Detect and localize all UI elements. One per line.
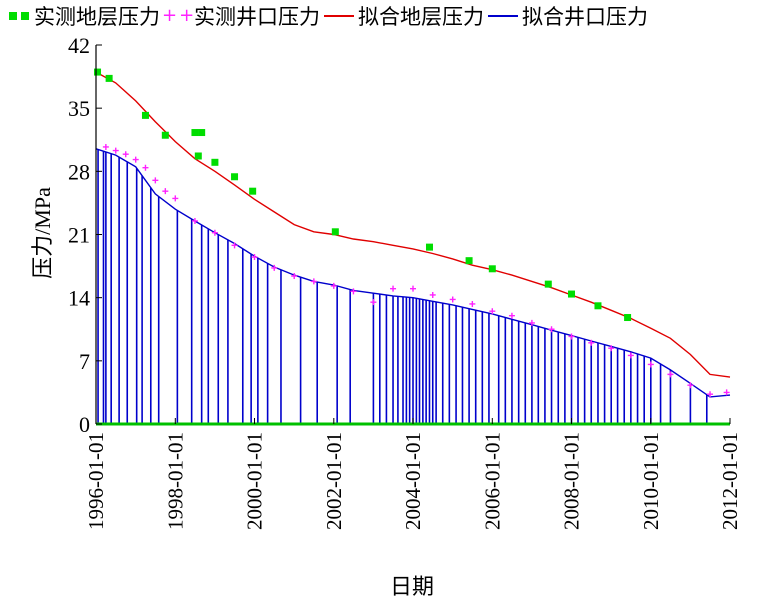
- measured-wellhead-point: [350, 288, 357, 295]
- measured-formation-point: [425, 243, 433, 251]
- legend-label: 拟合地层压力: [358, 5, 484, 29]
- measured-wellhead-point: [627, 352, 634, 359]
- legend-swatch-red-line: [322, 10, 356, 22]
- x-tick-label: 1996-01-01: [84, 432, 108, 530]
- y-tick-label: 7: [79, 349, 90, 374]
- measured-formation-point: [198, 129, 206, 137]
- measured-formation-point: [141, 111, 149, 119]
- x-tick-label: 2004-01-01: [401, 432, 425, 530]
- measured-wellhead-point: [271, 264, 278, 271]
- measured-wellhead-point: [191, 217, 198, 224]
- y-tick-label: 14: [68, 286, 90, 311]
- legend-item-measured-wellhead: ++ 实测井口压力: [162, 1, 320, 31]
- measured-wellhead-point: [231, 242, 238, 249]
- measured-wellhead-point: [152, 177, 159, 184]
- series-markers: [94, 68, 730, 398]
- measured-wellhead-point: [608, 345, 615, 352]
- measured-wellhead-point: [172, 195, 179, 202]
- measured-formation-point: [191, 129, 199, 137]
- measured-formation-point: [231, 173, 239, 181]
- measured-wellhead-point: [647, 361, 654, 368]
- measured-wellhead-point: [508, 312, 515, 319]
- x-tick-label: 2008-01-01: [560, 432, 584, 530]
- measured-formation-point: [544, 280, 552, 288]
- y-tick-label: 28: [68, 159, 90, 184]
- legend-item-measured-formation: 实测地层压力: [6, 1, 160, 31]
- legend-item-fitted-formation: 拟合地层压力: [322, 1, 484, 31]
- x-tick-label: 2010-01-01: [639, 432, 663, 530]
- measured-wellhead-point: [429, 291, 436, 298]
- measured-formation-point: [488, 265, 496, 273]
- measured-wellhead-point: [142, 164, 149, 171]
- measured-wellhead-point: [122, 151, 129, 158]
- legend-item-fitted-wellhead: 拟合井口压力: [486, 1, 648, 31]
- measured-formation-point: [161, 131, 169, 139]
- y-tick-label: 0: [79, 412, 90, 437]
- measured-formation-point: [331, 228, 339, 236]
- measured-wellhead-point: [469, 300, 476, 307]
- measured-wellhead-point: [528, 319, 535, 326]
- measured-wellhead-point: [251, 254, 258, 261]
- x-tick-label: 2000-01-01: [243, 432, 267, 530]
- measured-wellhead-point: [370, 299, 377, 306]
- measured-wellhead-point: [162, 188, 169, 195]
- legend-label: 拟合井口压力: [522, 5, 648, 29]
- y-axis-label: 压力/MPa: [30, 187, 55, 279]
- measured-wellhead-point: [390, 285, 397, 292]
- measured-formation-point: [194, 152, 202, 160]
- measured-formation-point: [594, 302, 602, 310]
- measured-wellhead-point: [410, 285, 416, 292]
- measured-wellhead-point: [548, 326, 555, 333]
- legend-swatch-blue-line: [486, 10, 520, 22]
- measured-wellhead-point: [330, 282, 337, 289]
- y-tick-label: 42: [68, 33, 90, 58]
- measured-wellhead-point: [489, 308, 496, 315]
- measured-wellhead-point: [211, 229, 218, 236]
- y-tick-label: 35: [68, 96, 90, 121]
- x-tick-label: 2002-01-01: [322, 432, 346, 530]
- x-tick-label: 1998-01-01: [163, 432, 187, 530]
- legend-swatch-magenta-plus: ++: [162, 5, 197, 26]
- measured-formation-point: [249, 187, 257, 195]
- measured-formation-point: [94, 68, 102, 76]
- legend-label: 实测地层压力: [34, 5, 160, 29]
- measured-formation-point: [624, 314, 632, 322]
- legend-label: 实测井口压力: [194, 5, 320, 29]
- measured-wellhead-point: [449, 296, 456, 303]
- fitted-wellhead-line: [95, 148, 731, 398]
- measured-wellhead-point: [723, 389, 730, 396]
- legend-swatch-green-square: [6, 10, 32, 22]
- measured-wellhead-point: [310, 278, 317, 285]
- x-axis-label: 日期: [390, 574, 434, 599]
- measured-wellhead-point: [568, 333, 575, 340]
- chart-legend: 实测地层压力 ++ 实测井口压力 拟合地层压力 拟合井口压力: [6, 2, 650, 30]
- y-tick-label: 21: [68, 223, 90, 248]
- measured-wellhead-point: [687, 382, 694, 389]
- measured-wellhead-point: [291, 273, 298, 280]
- measured-wellhead-point: [102, 143, 109, 150]
- measured-formation-point: [568, 290, 575, 298]
- measured-formation-point: [211, 158, 219, 166]
- measured-wellhead-point: [112, 147, 119, 154]
- measured-wellhead-point: [707, 391, 714, 398]
- measured-wellhead-point: [667, 371, 674, 378]
- measured-formation-point: [105, 74, 113, 82]
- measured-wellhead-point: [588, 339, 595, 346]
- axes: 0 7 14 21 28 35 42 1996-01-01 1998-01-01 2000-01-…: [68, 33, 742, 530]
- fitted-wellhead-shutin-drops: [97, 149, 708, 424]
- measured-wellhead-point: [132, 156, 139, 163]
- measured-formation-point: [465, 257, 473, 265]
- x-tick-label: 2006-01-01: [480, 432, 504, 530]
- x-tick-label: 2012-01-01: [718, 432, 742, 530]
